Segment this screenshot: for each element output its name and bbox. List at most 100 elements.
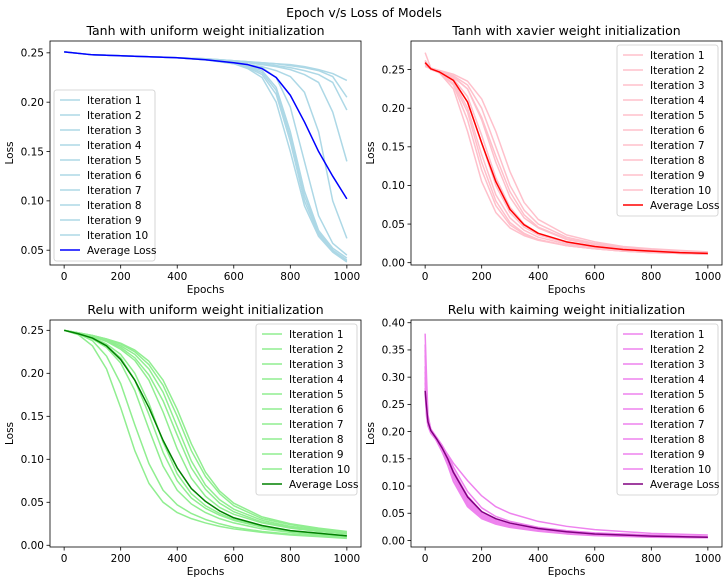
series-lines — [63, 329, 347, 540]
legend-entry: Iteration 9 — [289, 449, 344, 461]
x-tick-label: 600 — [224, 271, 244, 283]
legend-entry: Iteration 10 — [650, 185, 711, 197]
legend: Iteration 1 Iteration 2 Iteration 3 Iterati… — [616, 323, 720, 496]
subplot-grid: Tanh with uniform weight initialization 0… — [4, 23, 723, 578]
subplot-1: Tanh with uniform weight initialization 0… — [4, 23, 362, 296]
axes-frame — [49, 40, 362, 266]
y-tick-label: 0.25 — [382, 64, 405, 76]
y-tick-label: 0.20 — [21, 368, 44, 380]
legend-entry: Iteration 7 — [289, 419, 344, 431]
y-tick-label: 0.10 — [382, 481, 405, 493]
y-tick-label: 0.15 — [21, 411, 44, 423]
axes-frame — [410, 40, 723, 266]
y-tick-label: 0.25 — [21, 325, 44, 337]
subplot-4: Relu with kaiming weight initialization 0… — [365, 302, 723, 578]
x-axis-label: Epochs — [548, 284, 586, 296]
x-axis-label: Epochs — [548, 566, 586, 578]
average-loss-line — [424, 390, 708, 538]
subplot-2: Tanh with xavier weight initialization 0 2… — [365, 23, 723, 296]
legend-entry: Average Loss — [87, 245, 157, 257]
x-tick-label: 200 — [472, 271, 492, 283]
y-tick-label: 0.30 — [382, 372, 405, 384]
legend-entry: Iteration 6 — [650, 125, 705, 137]
y-tick-label: 0.40 — [382, 318, 405, 330]
x-tick-label: 1000 — [333, 271, 360, 283]
x-tick-label: 400 — [528, 271, 548, 283]
y-axis-label: Loss — [4, 422, 16, 445]
y-tick-label: 0.05 — [21, 497, 44, 509]
legend-entry: Iteration 1 — [650, 329, 705, 341]
legend-entry: Iteration 4 — [289, 374, 344, 386]
x-tick-label: 800 — [641, 271, 661, 283]
legend: Iteration 1 Iteration 2 Iteration 3 Iterati… — [255, 323, 359, 496]
legend-entry: Iteration 3 — [87, 125, 142, 137]
y-tick-label: 0.25 — [382, 399, 405, 411]
x-tick-label: 600 — [224, 553, 244, 565]
y-axis-label: Loss — [365, 141, 377, 164]
legend-entry: Iteration 5 — [650, 389, 705, 401]
y-axis-label: Loss — [4, 141, 16, 164]
x-tick-label: 200 — [111, 271, 131, 283]
legend-entry: Iteration 10 — [650, 464, 711, 476]
x-tick-label: 1000 — [694, 553, 721, 565]
legend-box — [616, 44, 719, 217]
iteration-8-line — [64, 329, 347, 535]
subplot-title: Relu with uniform weight initialization — [87, 302, 323, 317]
x-tick-label: 1000 — [694, 271, 721, 283]
y-tick-label: 0.15 — [21, 146, 44, 158]
series-lines — [64, 51, 348, 263]
average-loss-line — [64, 51, 348, 200]
legend-entry: Iteration 8 — [650, 434, 705, 446]
y-tick-label: 0.10 — [382, 180, 405, 192]
legend-entry: Average Loss — [650, 479, 720, 491]
legend-entry: Iteration 8 — [650, 155, 705, 167]
subplot-title: Tanh with uniform weight initialization — [85, 23, 324, 38]
legend-entry: Iteration 6 — [87, 170, 142, 182]
legend-entry: Iteration 10 — [87, 230, 148, 242]
legend-entry: Iteration 1 — [650, 50, 705, 62]
y-tick-label: 0.35 — [382, 345, 405, 357]
legend-box — [53, 89, 156, 262]
y-tick-label: 0.15 — [382, 142, 405, 154]
legend-entry: Iteration 4 — [87, 140, 142, 152]
x-axis-label: Epochs — [187, 284, 225, 296]
legend-entry: Iteration 2 — [650, 65, 705, 77]
x-tick-label: 800 — [641, 553, 661, 565]
x-tick-label: 1000 — [333, 553, 360, 565]
legend-entry: Iteration 7 — [650, 140, 705, 152]
legend-entry: Iteration 1 — [289, 329, 344, 341]
x-tick-label: 400 — [528, 553, 548, 565]
legend-entry: Average Loss — [289, 479, 359, 491]
y-tick-label: 0.20 — [382, 426, 405, 438]
legend-entry: Iteration 5 — [289, 389, 344, 401]
legend-entry: Iteration 7 — [87, 185, 142, 197]
legend-entry: Iteration 6 — [650, 404, 705, 416]
legend-entry: Average Loss — [650, 200, 720, 212]
x-axis-label: Epochs — [187, 566, 225, 578]
x-tick-label: 400 — [167, 553, 187, 565]
legend: Iteration 1 Iteration 2 Iteration 3 Iterati… — [616, 44, 720, 217]
legend-entry: Iteration 2 — [650, 344, 705, 356]
legend-entry: Iteration 2 — [289, 344, 344, 356]
legend-entry: Iteration 5 — [87, 155, 142, 167]
subplot-title: Tanh with xavier weight initialization — [451, 23, 680, 38]
legend-entry: Iteration 9 — [650, 449, 705, 461]
subplot-title: Relu with kaiming weight initialization — [448, 302, 685, 317]
y-tick-label: 0.20 — [382, 103, 405, 115]
x-tick-label: 400 — [167, 271, 187, 283]
x-tick-label: 0 — [61, 553, 68, 565]
x-tick-label: 800 — [280, 553, 300, 565]
axes-frame — [410, 319, 723, 548]
subplot-3: Relu with uniform weight initialization 0… — [4, 302, 362, 578]
legend-entry: Iteration 4 — [650, 95, 705, 107]
y-axis-label: Loss — [365, 422, 377, 445]
legend-entry: Iteration 6 — [289, 404, 344, 416]
iteration-1-line — [63, 329, 347, 540]
legend-entry: Iteration 8 — [289, 434, 344, 446]
legend-entry: Iteration 7 — [650, 419, 705, 431]
average-loss-line — [424, 62, 708, 255]
y-tick-label: 0.15 — [382, 454, 405, 466]
legend-box — [616, 323, 719, 496]
iteration-9-line — [424, 65, 708, 254]
y-tick-label: 0.10 — [21, 454, 44, 466]
